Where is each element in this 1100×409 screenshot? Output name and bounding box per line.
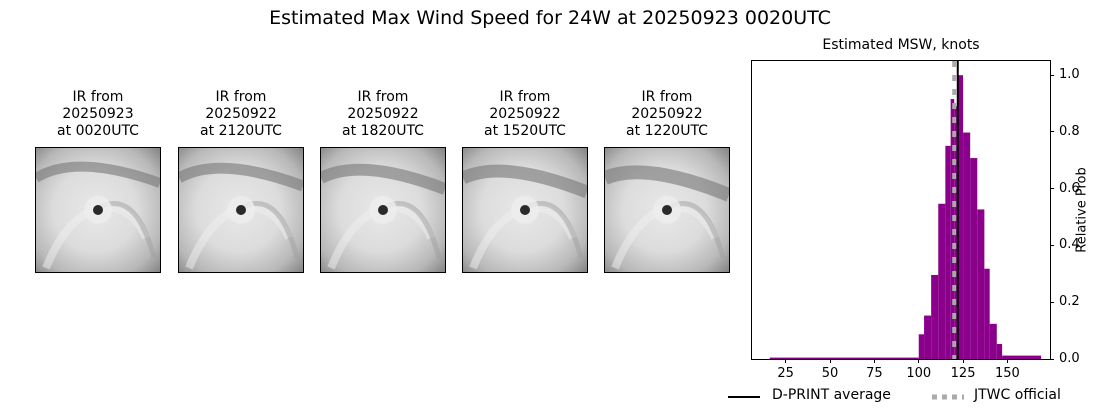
x-tick-label: 150 [995,366,1020,381]
histogram-bar [963,132,971,359]
y-tick-label: 0.2 [1059,294,1080,310]
x-tick-label: 100 [906,366,932,381]
x-tick-label: 125 [950,366,976,381]
typhoon-ir-icon [605,148,729,272]
histogram-bar [924,315,932,359]
x-tick-label: 75 [866,366,883,381]
x-tick-mark [785,359,787,363]
histogram-bar [931,274,939,359]
x-tick-mark [962,359,964,363]
y-tick-mark [1050,358,1054,360]
y-tick-mark [1050,301,1054,303]
y-tick-mark [1050,188,1054,190]
histogram-bar [977,209,985,359]
x-tick-mark [873,359,875,363]
histogram-bar [945,145,951,359]
histogram-svg [769,61,1042,360]
typhoon-ir-icon [321,148,445,272]
histogram-plot-area [751,60,1051,360]
y-tick-label: 0.8 [1059,123,1080,139]
chart-title: Estimated MSW, knots [822,37,980,53]
histogram-bar [989,323,997,359]
histogram-bar [957,75,964,359]
x-tick-mark [1006,359,1008,363]
y-tick-label: 0.4 [1059,237,1080,253]
histogram-bar [938,203,946,359]
ir-panel-5: IR from 20250922 at 1220UTC [604,89,730,273]
y-tick-mark [1050,244,1054,246]
histogram-bar [984,268,990,359]
ir-panel-4: IR from 20250922 at 1520UTC [462,89,588,273]
x-tick-mark [918,359,920,363]
ir-satellite-image [35,147,161,273]
y-axis-label: Relative Prob [1074,167,1090,253]
y-tick-label: 0.0 [1059,351,1080,366]
histogram-bar [769,357,919,359]
y-tick-mark [1050,131,1054,133]
ir-panel-title: IR from 20250922 at 1820UTC [342,89,424,139]
legend: D-PRINT average JTWC official [720,387,1100,407]
x-tick-label: 50 [821,366,839,381]
ir-satellite-image [178,147,304,273]
ir-panel-3: IR from 20250922 at 1820UTC [320,89,446,273]
y-tick-mark [1050,74,1054,76]
histogram-bar [1002,355,1042,359]
ir-satellite-image [462,147,588,273]
ir-panel-title: IR from 20250922 at 1520UTC [484,89,566,139]
legend-entry-jtwc: JTWC official [974,387,1061,403]
y-tick-label: 1.0 [1059,67,1080,83]
ir-panel-2: IR from 20250922 at 2120UTC [178,89,304,273]
ir-panel-title: IR from 20250922 at 2120UTC [200,89,282,139]
ir-satellite-image [320,147,446,273]
typhoon-ir-icon [36,148,160,272]
ir-satellite-image [604,147,730,273]
ir-panel-1: IR from 20250923 at 0020UTC [35,89,161,273]
y-tick-label: 0.6 [1059,180,1080,196]
ir-panel-title: IR from 20250922 at 1220UTC [626,89,708,139]
x-tick-label: 25 [777,366,794,381]
x-tick-mark [829,359,831,363]
ir-panel-title: IR from 20250923 at 0020UTC [57,89,139,139]
histogram-bar [970,158,978,359]
typhoon-ir-icon [463,148,587,272]
histogram-bar [918,334,925,359]
figure-suptitle: Estimated Max Wind Speed for 24W at 2025… [269,7,831,29]
legend-entry-dprint: D-PRINT average [772,387,891,403]
histogram-bar [996,343,1003,359]
typhoon-ir-icon [179,148,303,272]
